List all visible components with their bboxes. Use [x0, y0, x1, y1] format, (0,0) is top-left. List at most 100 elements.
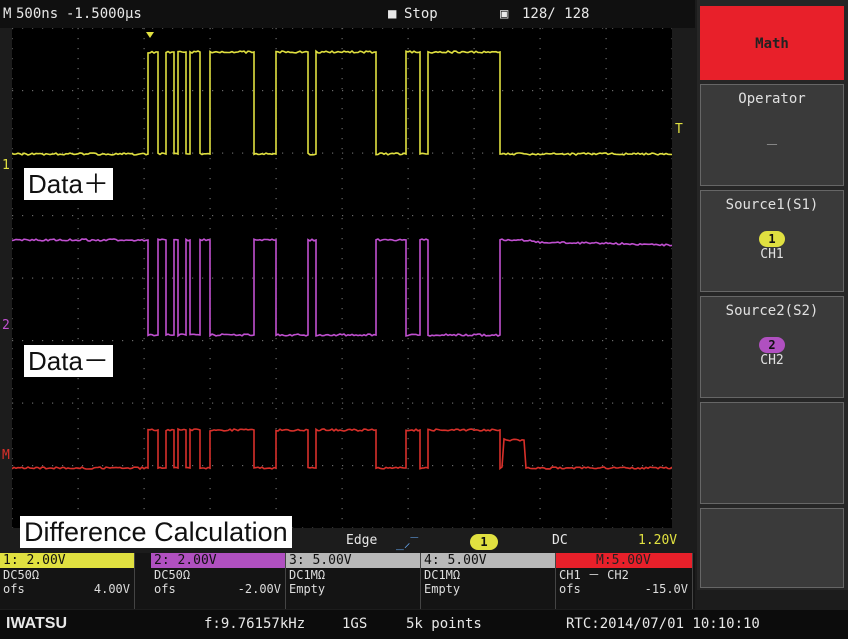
grid-dot — [422, 403, 423, 404]
ch1-info[interactable]: 1: 2.00V DC50Ω ofs 4.00V — [0, 553, 135, 609]
grid-dot — [212, 215, 213, 216]
grid-dot — [144, 108, 145, 109]
grid-dot — [432, 528, 433, 529]
grid-dot — [474, 258, 475, 259]
grid-dot — [652, 28, 653, 29]
grid-dot — [606, 78, 607, 79]
grid-dot — [210, 338, 211, 339]
grid-dot — [462, 278, 463, 279]
ch2-offset-label: ofs — [154, 582, 176, 596]
grid-dot — [32, 90, 33, 91]
grid-dot — [452, 528, 453, 529]
grid-dot — [78, 438, 79, 439]
grid-dot — [342, 340, 343, 341]
grid-dot — [540, 88, 541, 89]
math-menu-title[interactable]: Math — [700, 6, 844, 80]
grid-dot — [272, 215, 273, 216]
grid-dot — [606, 428, 607, 429]
grid-dot — [92, 340, 93, 341]
data-minus-label: Data－ — [24, 345, 113, 377]
grid-dot — [582, 465, 583, 466]
grid-dot — [152, 90, 153, 91]
grid-dot — [292, 465, 293, 466]
grid-dot — [144, 368, 145, 369]
grid-dot — [122, 278, 123, 279]
grid-dot — [144, 498, 145, 499]
grid-dot — [606, 168, 607, 169]
grid-dot — [142, 28, 143, 29]
grid-dot — [222, 465, 223, 466]
grid-dot — [32, 465, 33, 466]
grid-dot — [408, 388, 409, 389]
grid-dot — [606, 28, 607, 29]
grid-dot — [540, 518, 541, 519]
empty-menu-button-5[interactable] — [700, 402, 844, 504]
grid-dot — [102, 340, 103, 341]
math-info[interactable]: M:5.00V CH1 － CH2 ofs -15.0V — [556, 553, 693, 609]
ch3-info[interactable]: 3: 5.00V DC1MΩ Empty — [286, 553, 421, 609]
grid-dot — [144, 208, 145, 209]
source2-badge: 2 — [759, 337, 785, 353]
operator-menu-button[interactable]: Operator － — [700, 84, 844, 186]
grid-dot — [342, 153, 343, 154]
grid-dot — [332, 90, 333, 91]
grid-dot — [672, 218, 673, 219]
grid-dot — [632, 215, 633, 216]
grid-dot — [622, 278, 623, 279]
grid-dot — [382, 90, 383, 91]
grid-dot — [462, 528, 463, 529]
grid-dot — [112, 278, 113, 279]
grid-dot — [606, 108, 607, 109]
grid-dot — [42, 28, 43, 29]
grid-dot — [432, 403, 433, 404]
grid-dot — [540, 508, 541, 509]
grid-dot — [282, 28, 283, 29]
grid-dot — [542, 278, 543, 279]
grid-dot — [342, 128, 343, 129]
grid-dot — [144, 448, 145, 449]
source1-menu-button[interactable]: Source1(S1) 1 CH1 — [700, 190, 844, 292]
grid-dot — [78, 478, 79, 479]
grid-dot — [144, 188, 145, 189]
source1-badge: 1 — [759, 231, 785, 247]
grid-dot — [342, 508, 343, 509]
ch2-info[interactable]: 2: 2.00V DC50Ω ofs -2.00V — [151, 553, 286, 609]
grid-dot — [540, 188, 541, 189]
grid-dot — [492, 528, 493, 529]
grid-dot — [652, 340, 653, 341]
grid-dot — [408, 358, 409, 359]
grid-dot — [474, 68, 475, 69]
grid-dot — [144, 148, 145, 149]
grid-dot — [144, 278, 145, 279]
grid-dot — [382, 528, 383, 529]
grid-dot — [322, 90, 323, 91]
grid-dot — [582, 278, 583, 279]
grid-dot — [342, 168, 343, 169]
empty-menu-button-6[interactable] — [700, 508, 844, 588]
grid-dot — [78, 238, 79, 239]
operator-value: － — [701, 135, 843, 155]
grid-dot — [232, 90, 233, 91]
grid-dot — [492, 403, 493, 404]
grid-dot — [408, 228, 409, 229]
grid-dot — [606, 158, 607, 159]
grid-dot — [144, 248, 145, 249]
grid-dot — [408, 338, 409, 339]
ch4-info[interactable]: 4: 5.00V DC1MΩ Empty — [421, 553, 556, 609]
source2-menu-button[interactable]: Source2(S2) 2 CH2 — [700, 296, 844, 398]
grid-dot — [292, 528, 293, 529]
grid-dot — [276, 358, 277, 359]
grid-dot — [582, 215, 583, 216]
grid-dot — [622, 528, 623, 529]
channel-info-bar: 1: 2.00V DC50Ω ofs 4.00V 2: 2.00V DC50Ω o… — [0, 553, 695, 609]
grid-dot — [210, 198, 211, 199]
trigger-source: 1 — [470, 534, 498, 550]
grid-dot — [182, 465, 183, 466]
grid-dot — [342, 288, 343, 289]
grid-dot — [562, 215, 563, 216]
grid-dot — [342, 298, 343, 299]
grid-dot — [342, 188, 343, 189]
grid-dot — [622, 340, 623, 341]
grid-dot — [332, 28, 333, 29]
grid-dot — [474, 288, 475, 289]
